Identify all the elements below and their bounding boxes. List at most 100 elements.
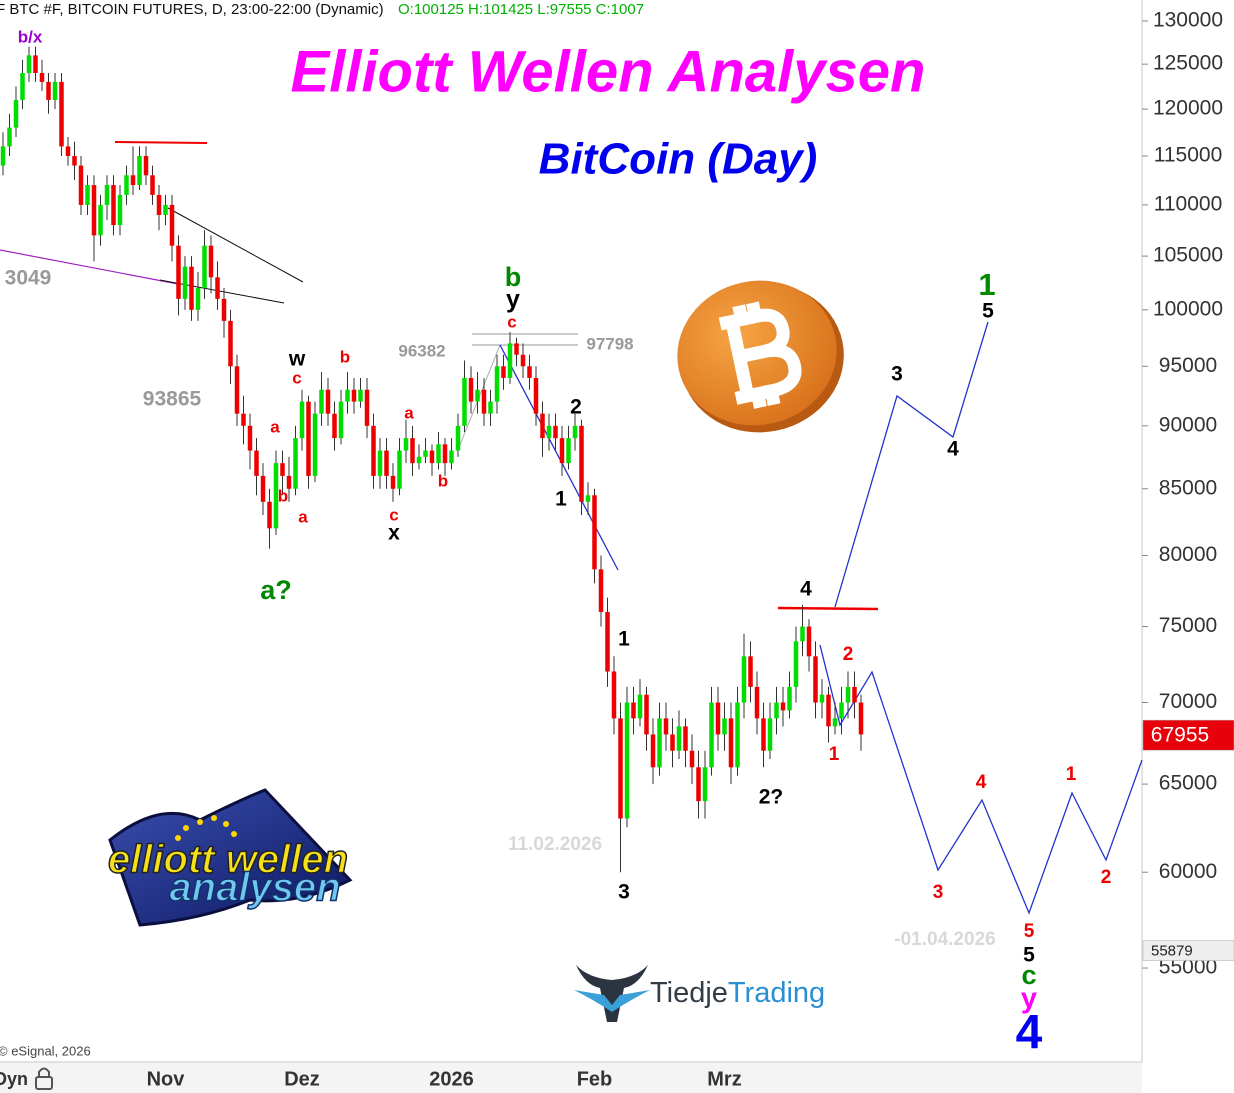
- coin-symbol: [718, 301, 802, 409]
- candle-body: [748, 656, 753, 687]
- y-tick-label: 100000: [1153, 297, 1223, 320]
- candle-body: [143, 155, 149, 176]
- candle-body: [59, 81, 64, 147]
- wave-label: 1: [829, 744, 840, 765]
- candle-body: [306, 401, 311, 476]
- candle-body: [13, 99, 19, 128]
- candle-body: [644, 694, 649, 735]
- candle-body: [124, 175, 129, 195]
- candle-body: [104, 185, 110, 205]
- wave-label: 2: [1101, 867, 1112, 888]
- x-tick-label: Feb: [577, 1068, 613, 1090]
- y-tick-label: 70000: [1159, 690, 1217, 713]
- y-tick-label: 75000: [1159, 614, 1217, 637]
- y-tick-label: 115000: [1154, 143, 1223, 166]
- candle-body: [130, 175, 136, 186]
- candle-body: [397, 450, 402, 489]
- chart-subtitle: BitCoin (Day): [539, 135, 818, 184]
- wave-label: 1: [618, 628, 630, 651]
- candle-body: [826, 694, 831, 727]
- candle-body: [572, 425, 578, 439]
- candle-body: [202, 245, 207, 289]
- wave-label: 2: [843, 644, 854, 665]
- price-tag-label: 67955: [1151, 724, 1209, 747]
- candle-body: [299, 401, 305, 439]
- candle-body: [150, 175, 155, 195]
- candle-body: [611, 671, 617, 719]
- candle-body: [553, 425, 558, 439]
- wave-label: x: [388, 522, 400, 545]
- candle-body: [137, 155, 142, 186]
- candle-body: [852, 686, 857, 703]
- candle-body: [618, 718, 623, 819]
- wave-label: b: [278, 486, 288, 505]
- candle-body: [267, 501, 272, 529]
- candle-body: [371, 425, 376, 476]
- candle-body: [832, 718, 838, 727]
- candle-body: [254, 450, 259, 476]
- candle-body: [663, 718, 669, 735]
- candle-body: [585, 495, 591, 502]
- price-tag: [1142, 719, 1234, 751]
- lock-body: [35, 1076, 53, 1090]
- wave-label: c: [389, 505, 398, 524]
- candle-body: [819, 694, 825, 703]
- candle-body: [52, 81, 58, 100]
- candle-body: [501, 366, 506, 378]
- candle-body: [527, 366, 532, 378]
- candle-body: [364, 389, 370, 426]
- candle-body: [657, 718, 662, 768]
- candle-body: [696, 767, 701, 802]
- candle-body: [540, 413, 545, 439]
- logo-text-part: Tiedje: [650, 977, 728, 1009]
- candle-body: [85, 185, 90, 205]
- candle-body: [195, 288, 201, 310]
- x-tick-label: 2026: [429, 1068, 474, 1090]
- y-tick-label: 105000: [1153, 244, 1223, 267]
- trend-line: [499, 344, 619, 571]
- candle-body: [312, 413, 318, 476]
- candle-body: [442, 444, 448, 464]
- candle-body: [176, 245, 181, 299]
- candle-body: [449, 450, 454, 464]
- candle-body: [754, 686, 760, 719]
- candle-body: [735, 702, 740, 768]
- wave-label: 5: [1024, 921, 1035, 942]
- candle-body: [410, 438, 415, 464]
- candle-body: [39, 72, 45, 82]
- wave-label: b: [505, 262, 522, 292]
- candle-body: [20, 72, 25, 100]
- x-tick-label: Mrz: [707, 1068, 741, 1090]
- candle-body: [858, 702, 864, 735]
- candle-body: [78, 165, 84, 205]
- candle-body: [637, 694, 643, 719]
- candle-body: [813, 656, 818, 703]
- wave-label: w: [288, 348, 306, 371]
- candle-body: [33, 55, 38, 73]
- candle-body: [689, 750, 695, 768]
- candle-body: [228, 320, 233, 367]
- wave-label: a?: [260, 575, 292, 605]
- star: [211, 815, 217, 821]
- candle-body: [182, 266, 188, 299]
- candle-body: [436, 444, 441, 464]
- candle-body: [468, 377, 474, 402]
- candle-body: [325, 389, 331, 414]
- candle-body: [345, 389, 350, 402]
- resistance-line: [114, 141, 208, 144]
- wave-label: -01.04.2026: [894, 929, 995, 950]
- wave-label: 5: [1023, 944, 1035, 967]
- y-tick-label: 80000: [1159, 543, 1217, 566]
- logo-flag: [108, 788, 353, 927]
- y-tick-label: 65000: [1159, 772, 1217, 795]
- candle-body: [221, 298, 227, 321]
- wave-label: 97798: [586, 334, 633, 353]
- candle-body: [98, 204, 103, 236]
- wave-label: 5: [982, 300, 994, 323]
- candle-body: [728, 718, 734, 768]
- y-tick-label: 85000: [1159, 476, 1217, 499]
- candle-body: [351, 389, 357, 402]
- candle-body: [46, 81, 51, 100]
- candle-body: [234, 366, 240, 414]
- wave-label: y: [506, 286, 520, 314]
